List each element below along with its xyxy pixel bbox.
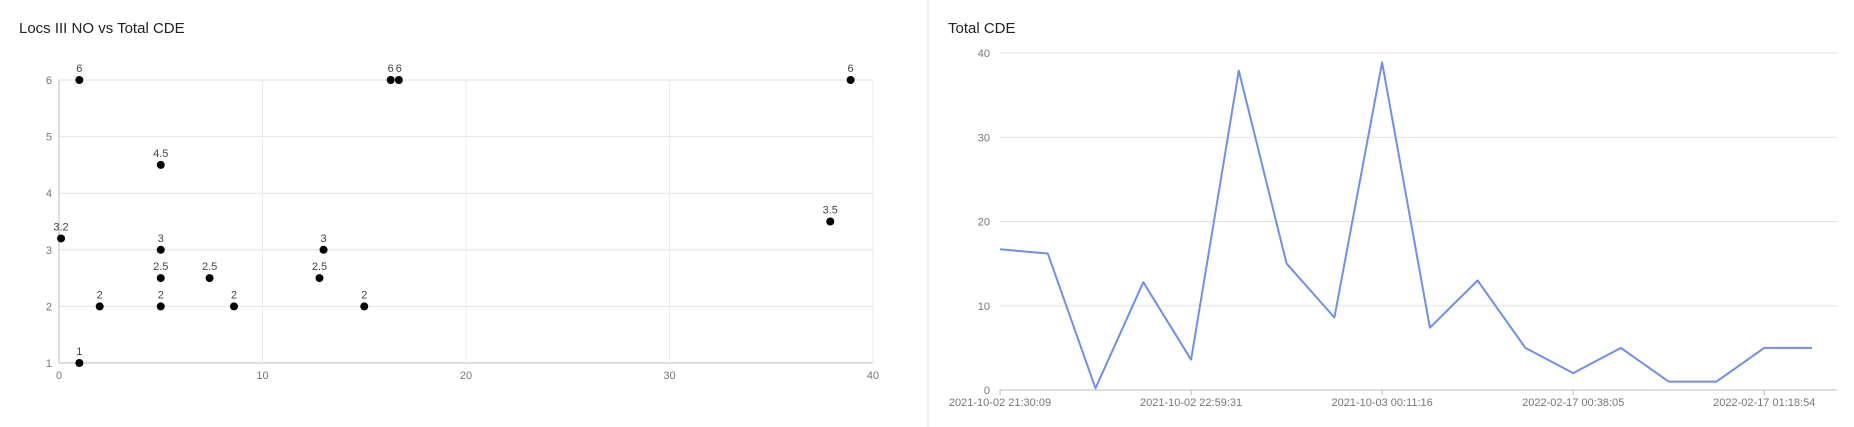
y-tick-label: 30 [978,132,990,144]
scatter-point [319,245,328,254]
y-tick-label: 0 [984,385,990,397]
y-tick-label: 40 [978,48,990,60]
scatter-point-label: 2 [231,289,237,301]
scatter-point-label: 6 [848,63,854,75]
y-tick-label: 3 [46,245,52,257]
x-tick-label: 30 [663,370,675,382]
scatter-point [360,302,369,311]
scatter-point [205,274,214,283]
scatter-point-label: 3 [320,233,326,245]
line-chart: 0 10 20 30 40 2021-10-02 21:30:09 2021-10-02 2… [949,48,1837,409]
x-tick-label: 2021-10-02 21:30:09 [949,397,1051,409]
x-tick-label: 40 [867,370,879,382]
scatter-point [386,76,395,84]
scatter-point-label: 2 [361,289,367,301]
x-tick-label: 2021-10-02 22:59:31 [1140,397,1242,409]
x-tick-label: 0 [56,370,62,382]
scatter-point-label: 2.5 [312,261,327,273]
x-tick-label: 2022-02-17 01:18:54 [1713,397,1815,409]
scatter-point-label: 1 [76,346,82,358]
scatter-point [394,76,403,84]
y-tick-label: 6 [46,75,52,87]
scatter-point [95,302,104,311]
series-line [999,61,1812,390]
x-tick-label: 2022-02-17 00:38:05 [1522,397,1624,409]
y-tick-label: 10 [978,301,990,313]
scatter-point [156,245,165,254]
scatter-point [57,234,66,243]
scatter-point-label: 6 [388,63,394,75]
scatter-point [75,76,84,84]
scatter-point-label: 6 [76,63,82,75]
scatter-point-label: 2.5 [153,261,168,273]
scatter-point-label: 2 [97,289,103,301]
line-chart-title: Total CDE [948,20,1016,37]
scatter-point [826,217,835,226]
scatter-point [846,76,855,84]
scatter-point-label: 3.2 [53,221,68,233]
scatter-chart-panel: Locs III NO vs Total CDE 1 2 3 4 5 6 0 10 20 30 40… [0,0,927,427]
x-tick-label: 10 [256,370,268,382]
scatter-point [156,160,165,169]
y-tick-label: 4 [46,188,52,200]
y-tick-label: 20 [978,217,990,229]
scatter-point-label: 4.5 [153,148,168,160]
x-tick-label: 2021-10-03 00:11:16 [1331,397,1432,409]
scatter-point [230,302,239,311]
scatter-point [156,274,165,283]
scatter-point [156,302,165,311]
scatter-point-label: 2.5 [202,261,217,273]
line-chart-panel: Total CDE 0 10 20 30 40 2021-10-02 21:30:09 20… [929,0,1854,427]
y-tick-label: 1 [46,358,52,370]
scatter-point-label: 2 [158,289,164,301]
scatter-point [75,359,84,367]
y-tick-label: 2 [46,301,52,313]
scatter-point-label: 3.5 [823,205,838,217]
scatter-point-label: 6 [396,63,402,75]
scatter-chart-title: Locs III NO vs Total CDE [19,20,185,37]
scatter-point [315,274,324,283]
x-tick-label: 20 [460,370,472,382]
y-tick-label: 5 [46,132,52,144]
scatter-point-label: 3 [158,233,164,245]
